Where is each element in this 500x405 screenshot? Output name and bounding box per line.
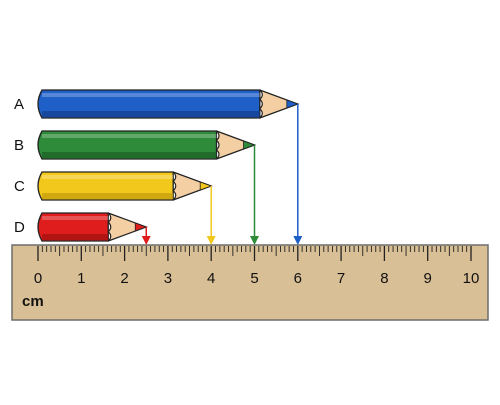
pencil-highlight (42, 93, 260, 97)
pencil-wood-tip (172, 171, 213, 201)
measure-arrowhead-c (206, 236, 216, 245)
pencil-label: A (14, 96, 24, 113)
ruler-tick-label: 2 (120, 270, 128, 287)
pencil-c: C (14, 171, 213, 201)
pencil-label: D (14, 219, 25, 236)
ruler-tick-label: 1 (77, 270, 85, 287)
pencil-lead (134, 222, 148, 232)
ruler-tick-label: 0 (34, 270, 42, 287)
pencil-shade (42, 193, 174, 199)
pencil-highlight (42, 216, 109, 220)
ruler-body (11, 244, 489, 321)
pencil-shade (42, 111, 260, 117)
pencil-wood-tip (107, 212, 148, 242)
pencil-lead (243, 140, 256, 150)
pencil-highlight (42, 175, 174, 179)
pencil-d: D (14, 212, 148, 242)
ruler-tick-label: 7 (337, 270, 345, 287)
pencil-lead (199, 181, 213, 191)
ruler-tick-label: 8 (380, 270, 388, 287)
ruler-tick-label: 4 (207, 270, 215, 287)
pencils-layer: A B C D (14, 89, 300, 242)
ruler-tick-labels: 0 1 2 3 4 5 6 7 8 9 10 (34, 270, 480, 287)
pencil-wood-tip (258, 89, 300, 119)
pencil-b: B (14, 130, 257, 160)
pencil-wood-tip (215, 130, 257, 160)
pencil-shade (42, 234, 109, 240)
pencil-highlight (42, 134, 217, 138)
ruler-unit-label: cm (22, 293, 44, 310)
pencil-a: A (14, 89, 300, 119)
pencil-lead (286, 99, 299, 109)
arrows-layer (141, 104, 303, 245)
ruler-tick-label: 3 (164, 270, 172, 287)
pencil-label: C (14, 178, 25, 195)
measure-arrowhead-a (293, 236, 303, 245)
pencil-shade (42, 152, 217, 158)
ruler: 0 1 2 3 4 5 6 7 8 9 10 cm (11, 244, 489, 321)
ruler-tick-label: 10 (463, 270, 480, 287)
pencil-label: B (14, 137, 24, 154)
measure-arrowhead-d (141, 236, 151, 245)
ruler-tick-label: 5 (250, 270, 258, 287)
ruler-ticks (37, 246, 472, 261)
measure-arrowhead-b (250, 236, 259, 245)
ruler-tick-label: 6 (294, 270, 302, 287)
ruler-tick-label: 9 (424, 270, 432, 287)
